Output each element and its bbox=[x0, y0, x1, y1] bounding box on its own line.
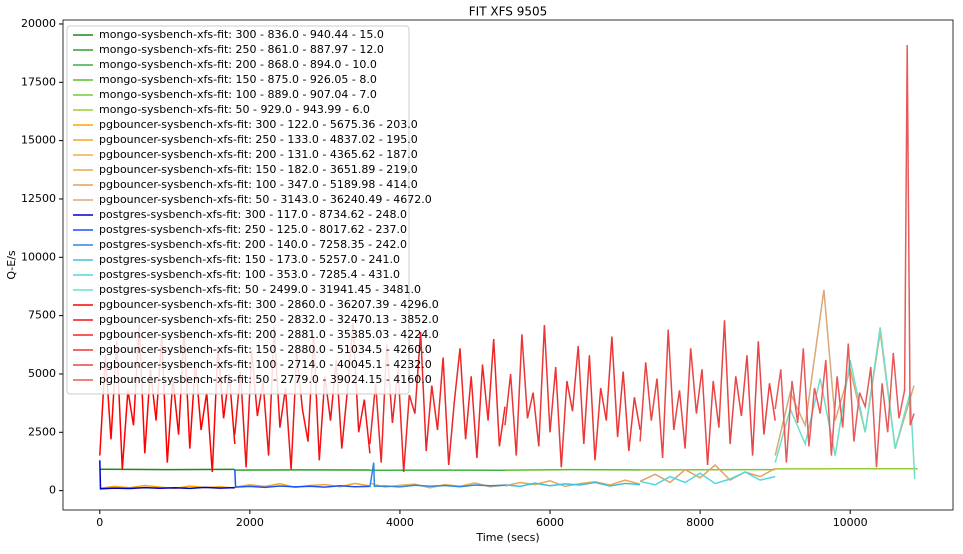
x-tick-label: 6000 bbox=[536, 516, 564, 529]
chart-title: FIT XFS 9505 bbox=[469, 5, 547, 19]
legend-label: mongo-sysbench-xfs-fit: 300 - 836.0 - 94… bbox=[99, 28, 384, 41]
legend-label: pgbouncer-sysbench-xfs-fit: 300 - 2860.0… bbox=[99, 298, 439, 311]
legend-label: pgbouncer-sysbench-xfs-fit: 200 - 131.0 … bbox=[99, 148, 418, 161]
x-tick-label: 0 bbox=[96, 516, 103, 529]
x-tick-label: 10000 bbox=[833, 516, 868, 529]
legend-label: pgbouncer-sysbench-xfs-fit: 200 - 2881.0… bbox=[99, 328, 439, 341]
legend-label: postgres-sysbench-xfs-fit: 200 - 140.0 -… bbox=[99, 238, 407, 251]
legend-label: pgbouncer-sysbench-xfs-fit: 250 - 2832.0… bbox=[99, 313, 439, 326]
x-tick-label: 2000 bbox=[236, 516, 264, 529]
y-tick-label: 7500 bbox=[28, 309, 56, 322]
legend-label: mongo-sysbench-xfs-fit: 150 - 875.0 - 92… bbox=[99, 73, 377, 86]
legend-label: pgbouncer-sysbench-xfs-fit: 250 - 133.0 … bbox=[99, 133, 418, 146]
legend-label: pgbouncer-sysbench-xfs-fit: 50 - 2779.0 … bbox=[99, 373, 432, 386]
x-axis-label: Time (secs) bbox=[475, 531, 539, 544]
legend-label: pgbouncer-sysbench-xfs-fit: 100 - 347.0 … bbox=[99, 178, 418, 191]
legend-label: mongo-sysbench-xfs-fit: 50 - 929.0 - 943… bbox=[99, 103, 370, 116]
y-tick-label: 5000 bbox=[28, 367, 56, 380]
y-tick-label: 12500 bbox=[21, 192, 56, 205]
legend-label: pgbouncer-sysbench-xfs-fit: 150 - 2880.0… bbox=[99, 343, 432, 356]
legend-label: postgres-sysbench-xfs-fit: 100 - 353.0 -… bbox=[99, 268, 400, 281]
legend-label: mongo-sysbench-xfs-fit: 200 - 868.0 - 89… bbox=[99, 58, 377, 71]
legend-label: postgres-sysbench-xfs-fit: 150 - 173.0 -… bbox=[99, 253, 400, 266]
x-tick-label: 4000 bbox=[386, 516, 414, 529]
y-tick-label: 17500 bbox=[21, 75, 56, 88]
y-tick-label: 20000 bbox=[21, 17, 56, 30]
y-tick-label: 2500 bbox=[28, 425, 56, 438]
legend-label: postgres-sysbench-xfs-fit: 50 - 2499.0 -… bbox=[99, 283, 421, 296]
legend-label: postgres-sysbench-xfs-fit: 250 - 125.0 -… bbox=[99, 223, 407, 236]
y-axis-label: Q-E/s bbox=[5, 250, 18, 280]
y-tick-label: 0 bbox=[49, 484, 56, 497]
y-tick-label: 15000 bbox=[21, 134, 56, 147]
series-line bbox=[505, 470, 640, 471]
legend-label: mongo-sysbench-xfs-fit: 100 - 889.0 - 90… bbox=[99, 88, 377, 101]
legend-label: pgbouncer-sysbench-xfs-fit: 150 - 182.0 … bbox=[99, 163, 418, 176]
legend-label: pgbouncer-sysbench-xfs-fit: 100 - 2714.0… bbox=[99, 358, 432, 371]
legend-label: pgbouncer-sysbench-xfs-fit: 50 - 3143.0 … bbox=[99, 193, 432, 206]
x-tick-label: 8000 bbox=[686, 516, 714, 529]
legend-label: mongo-sysbench-xfs-fit: 250 - 861.0 - 88… bbox=[99, 43, 384, 56]
y-tick-label: 10000 bbox=[21, 250, 56, 263]
legend-label: pgbouncer-sysbench-xfs-fit: 300 - 122.0 … bbox=[99, 118, 418, 131]
legend-label: postgres-sysbench-xfs-fit: 300 - 117.0 -… bbox=[99, 208, 407, 221]
